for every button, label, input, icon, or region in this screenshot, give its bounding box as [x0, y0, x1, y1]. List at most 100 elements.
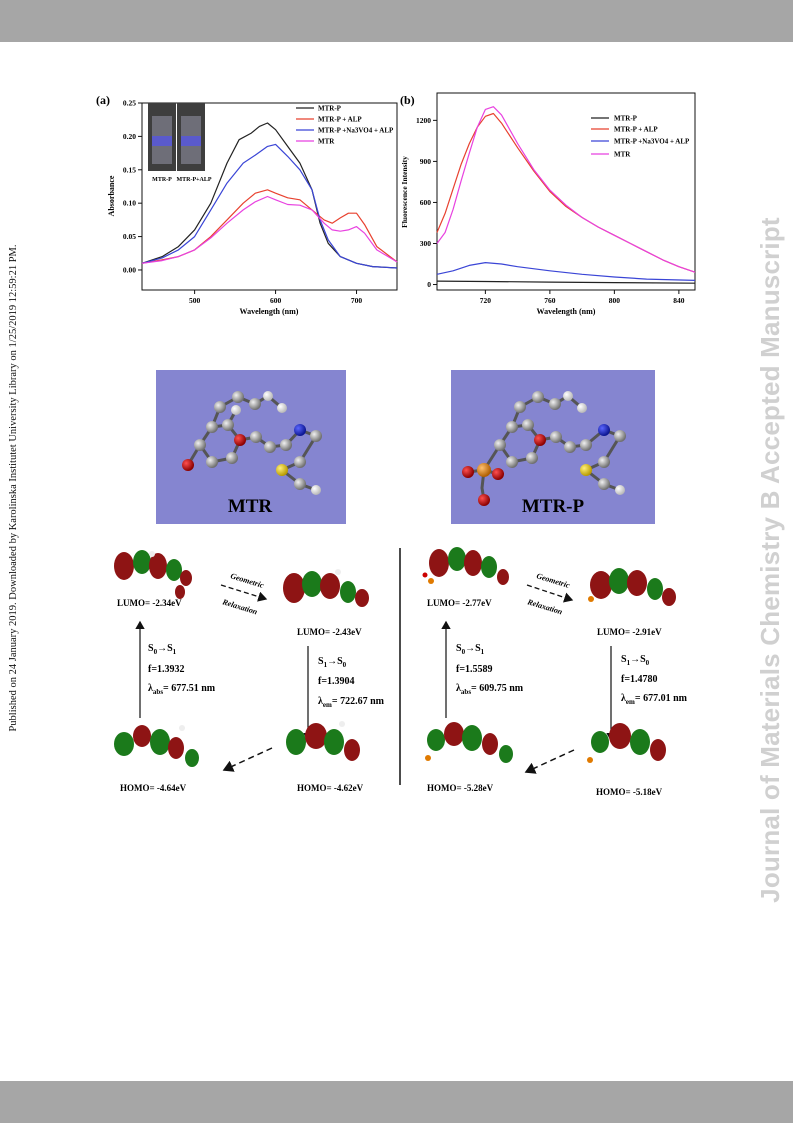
atom-sulfur: [276, 464, 288, 476]
atom-carbon: [280, 439, 292, 451]
emission-wavelength-mtr-p: λem= 677.01 nm: [621, 693, 688, 706]
x-tick-label: 720: [480, 296, 492, 305]
atom-oxygen: [492, 468, 504, 480]
atom-hydrogen: [311, 485, 321, 495]
absorbance-chart: (a) 500 600 700 0.00 0.05 0.10 0.15 0.20 0.25 Wa…: [96, 93, 398, 316]
orbital-lobe: [133, 550, 151, 574]
y-tick-label: 1200: [416, 116, 431, 125]
orbital-lobe: [324, 729, 344, 755]
x-tick-label: 760: [544, 296, 556, 305]
atom-carbon: [506, 456, 518, 468]
lumo-ground-label-mtr: LUMO= -2.34eV: [117, 598, 182, 608]
relaxation-text-2: Relaxation: [525, 597, 564, 617]
homo-relaxed-label-mtr: HOMO= -4.62eV: [297, 783, 364, 793]
absorption-oscillator-mtr: f=1.3932: [148, 664, 185, 675]
atom-phosphorus: [428, 578, 434, 584]
legend-a: MTR-P MTR-P + ALP MTR-P +Na3VO4 + ALP MT…: [296, 105, 394, 146]
atom-oxygen: [462, 466, 474, 478]
molecule-model-mtr: [182, 391, 322, 495]
y-tick-label: 0.20: [123, 132, 136, 141]
orbital-homo-relaxed-mtr-p: [587, 723, 666, 763]
legend-label-mtr-p: MTR-P: [318, 105, 342, 113]
orbital-lobe: [305, 723, 327, 749]
return-arrow-mtr-p: [524, 749, 575, 774]
atom-hydrogen: [339, 721, 345, 727]
atom-hydrogen: [179, 725, 185, 731]
homo-relaxed-label-mtr-p: HOMO= -5.18eV: [596, 787, 663, 797]
atom-carbon: [206, 421, 218, 433]
atom-carbon: [294, 456, 306, 468]
atom-carbon: [549, 398, 561, 410]
atom-phosphorus: [587, 757, 593, 763]
orbital-lobe: [175, 585, 185, 599]
orbital-lobe: [168, 737, 184, 759]
atom-carbon: [514, 401, 526, 413]
orbital-lobe: [609, 723, 631, 749]
axes-b: 720 760 800 840 0 300 600 900 1200: [416, 116, 685, 305]
atom-carbon: [214, 401, 226, 413]
axes-a: 500 600 700 0.00 0.05 0.10 0.15 0.20 0.25: [123, 99, 363, 306]
atom-carbon: [232, 391, 244, 403]
emission-transition-mtr: S1→S0: [318, 656, 347, 669]
atom-hydrogen: [277, 403, 287, 413]
lumo-ground-label-mtr-p: LUMO= -2.77eV: [427, 598, 492, 608]
series-line-2: [141, 143, 398, 269]
absorption-transition-mtr-p: S0→S1: [456, 643, 485, 656]
x-axis-title-b: Wavelength (nm): [537, 307, 596, 316]
orbital-lobe: [133, 725, 151, 747]
fluorescence-chart: (b) 720 760 800 840 0 300 600 900 1200 Wavelengt…: [400, 92, 696, 316]
x-tick-label: 600: [270, 296, 282, 305]
atom-hydrogen: [231, 405, 241, 415]
atom-phosphorus: [477, 463, 491, 477]
atom-nitrogen: [598, 424, 610, 436]
atom-carbon: [550, 431, 562, 443]
plot-frame-a: [141, 102, 398, 291]
x-tick-label: 800: [609, 296, 621, 305]
x-tick-label: 700: [351, 296, 363, 305]
orbital-lobe: [590, 571, 612, 599]
homo-ground-label-mtr-p: HOMO= -5.28eV: [427, 783, 494, 793]
absorption-wavelength-mtr: λabs= 677.51 nm: [148, 683, 216, 696]
y-tick-label: 0.00: [123, 265, 136, 274]
header-band: [0, 0, 793, 42]
molecule-panel-mtr: MTR: [156, 370, 346, 524]
orbital-lobe: [499, 745, 513, 763]
cuvette-solution: [181, 136, 201, 146]
atom-phosphorus: [588, 596, 594, 602]
series-lines-b: [436, 106, 696, 284]
emission-oscillator-mtr: f=1.3904: [318, 676, 355, 687]
atom-carbon: [506, 421, 518, 433]
lumo-relaxed-label-mtr: LUMO= -2.43eV: [297, 627, 362, 637]
orbital-lobe: [344, 739, 360, 761]
orbital-lobe: [482, 733, 498, 755]
orbital-lumo-ground-mtr-p: [422, 547, 509, 585]
y-tick-label: 900: [420, 157, 432, 166]
legend-label-mtr: MTR: [318, 138, 335, 146]
relaxation-arrow-mtr-p: Geometric Relaxation: [525, 571, 574, 617]
atom-carbon: [264, 441, 276, 453]
y-axis-title-b: Fluorescence Intensity: [400, 156, 409, 228]
orbital-lobe: [650, 739, 666, 761]
legend-label-mtr-p-alp: MTR-P + ALP: [318, 116, 362, 124]
emission-transition-mtr-p: S1→S0: [621, 654, 650, 667]
relaxation-text-1: Geometric: [229, 571, 265, 590]
atom-carbon: [249, 398, 261, 410]
absorption-wavelength-mtr-p: λabs= 609.75 nm: [456, 683, 524, 696]
atom-hydrogen: [563, 391, 573, 401]
atom-carbon: [522, 419, 534, 431]
molecule-background-mtr: [156, 370, 346, 524]
orbital-lobe: [497, 569, 509, 585]
cuvette-solution: [152, 136, 172, 146]
atom-hydrogen: [335, 569, 341, 575]
orbital-lumo-relaxed-mtr-p: [588, 568, 676, 606]
series-line-2: [436, 262, 696, 281]
atom-carbon: [564, 441, 576, 453]
y-axis-title-a: Absorbance: [107, 175, 116, 216]
atom-carbon: [598, 456, 610, 468]
atom-carbon: [580, 439, 592, 451]
atom-hydrogen: [577, 403, 587, 413]
atom-carbon: [222, 419, 234, 431]
relaxation-text-1: Geometric: [535, 571, 571, 590]
orbital-lobe: [180, 570, 192, 586]
molecule-model-mtr-p: [462, 391, 626, 506]
